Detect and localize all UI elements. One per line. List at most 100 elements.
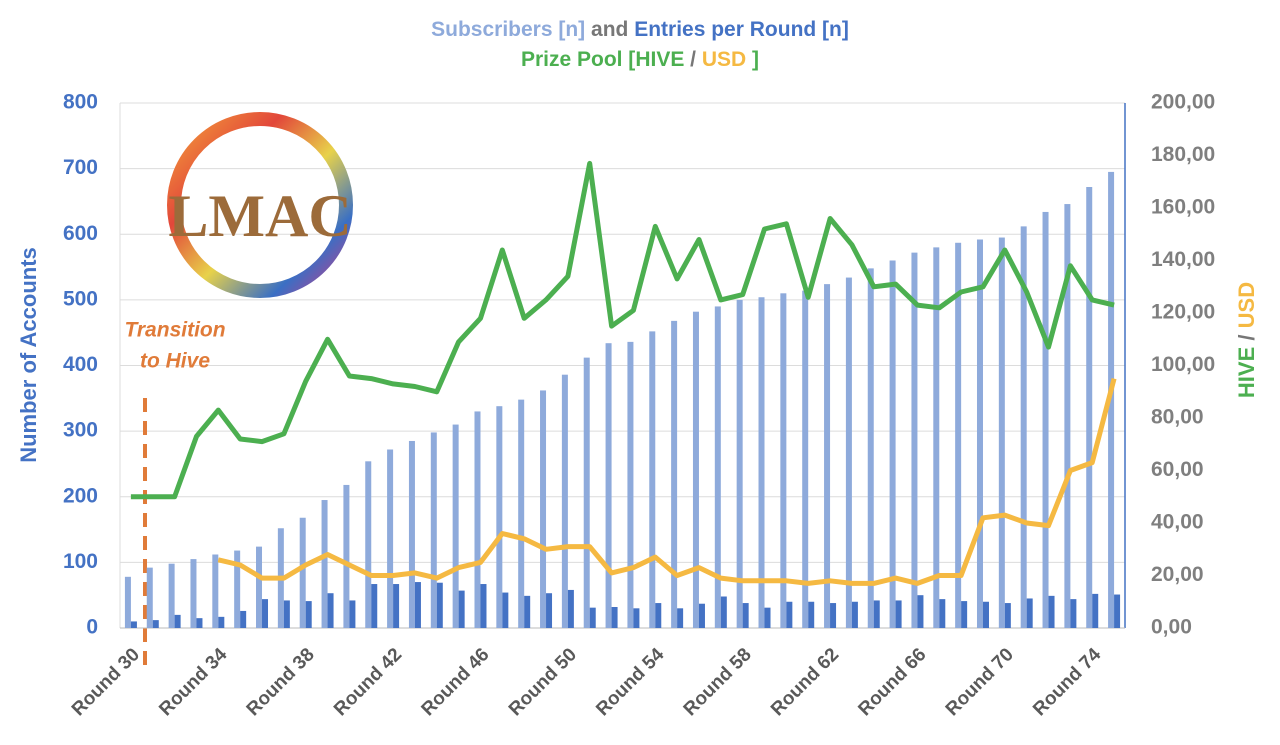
bar: [1026, 598, 1033, 628]
axis-label-part: USD: [1234, 282, 1259, 328]
y2-tick-label: 140,00: [1151, 248, 1215, 271]
bar: [911, 252, 918, 628]
bar: [961, 601, 968, 628]
axis-label-part: HIVE: [1234, 347, 1259, 398]
bar: [611, 607, 618, 628]
line: [130, 160, 1115, 500]
axis-label-part: /: [1234, 334, 1259, 340]
bar: [867, 268, 874, 628]
bar: [408, 440, 415, 628]
bar: [917, 595, 924, 628]
bar: [589, 607, 596, 628]
y2-tick-label: 100,00: [1151, 353, 1215, 376]
x-tick-label: Round 58: [680, 644, 756, 720]
line: [217, 377, 1117, 586]
title-part: USD: [702, 48, 746, 71]
bar: [387, 449, 394, 628]
y-axis-label: Number of Accounts: [16, 247, 41, 463]
bar: [976, 239, 983, 628]
bar: [283, 600, 290, 628]
bar: [933, 247, 940, 628]
chart-subtitle: Prize Pool [HIVE / USD ]: [521, 48, 759, 71]
bar: [262, 599, 269, 628]
bar: [474, 411, 481, 628]
y2-tick-label: 120,00: [1151, 301, 1215, 324]
logo-text: LMAC: [168, 183, 351, 249]
y2-tick-label: 40,00: [1151, 511, 1204, 534]
bar: [1064, 204, 1071, 628]
bar: [742, 603, 749, 628]
x-tick-label: Round 34: [155, 644, 231, 720]
x-tick-label: Round 50: [505, 644, 581, 720]
logo-ring: [167, 112, 353, 298]
bar: [786, 601, 793, 628]
x-tick-label: Round 30: [68, 644, 144, 720]
bar: [605, 343, 612, 628]
bar: [349, 600, 356, 628]
x-tick-label: Round 70: [942, 644, 1018, 720]
y-tick-label: 100: [63, 550, 98, 573]
bar: [939, 599, 946, 628]
bar: [480, 584, 487, 628]
title-part: HIVE: [635, 48, 684, 71]
annotation: Transition: [124, 319, 225, 342]
bar: [567, 589, 574, 628]
y-tick-label: 500: [63, 287, 98, 310]
bar: [677, 608, 684, 628]
bar: [1048, 595, 1055, 628]
bar: [518, 399, 525, 628]
bar: [758, 297, 765, 628]
bar: [130, 621, 137, 628]
bar: [546, 593, 553, 628]
x-tick-label: Round 46: [418, 644, 494, 720]
bar: [256, 546, 263, 628]
x-tick-label: Round 54: [592, 644, 668, 720]
bar: [627, 341, 634, 628]
bar: [365, 461, 372, 628]
bar: [851, 601, 858, 628]
bar: [780, 293, 787, 628]
y-tick-label: 700: [63, 156, 98, 179]
y-tick-label: 200: [63, 484, 98, 507]
chart-title: Subscribers [n] and Entries per Round [n…: [431, 18, 849, 41]
bar: [714, 306, 721, 628]
bar: [583, 357, 590, 628]
logo: LMAC: [167, 112, 353, 298]
y-tick-label: 600: [63, 222, 98, 245]
bar: [212, 554, 219, 628]
bar: [889, 260, 896, 628]
bar: [327, 593, 334, 628]
bar: [1092, 593, 1099, 628]
bar: [698, 603, 705, 628]
bar: [830, 603, 837, 628]
bar: [808, 601, 815, 628]
bar: [234, 550, 241, 628]
bar: [649, 331, 656, 628]
x-tick-label: Round 66: [854, 644, 930, 720]
title-part: ]: [752, 48, 759, 71]
y2-tick-label: 180,00: [1151, 143, 1215, 166]
bar: [633, 608, 640, 628]
bar: [124, 576, 131, 628]
bar: [982, 601, 989, 628]
bar: [1114, 594, 1121, 628]
bar: [1070, 599, 1077, 628]
y-tick-label: 0: [86, 616, 98, 639]
bar: [458, 590, 465, 628]
bar: [692, 311, 699, 628]
bar: [845, 277, 852, 628]
title-part: Subscribers [n]: [431, 18, 585, 41]
y2-tick-label: 20,00: [1151, 563, 1204, 586]
grid: [119, 102, 1125, 629]
bar: [895, 600, 902, 628]
y-tick-label: 400: [63, 353, 98, 376]
x-tick-label: Round 62: [767, 644, 843, 720]
y-tick-label: 300: [63, 419, 98, 442]
bar: [414, 582, 421, 628]
bar: [299, 517, 306, 628]
bar: [561, 374, 568, 628]
title-part: Entries per Round [n]: [634, 18, 849, 41]
bar: [152, 620, 159, 628]
bar: [955, 242, 962, 628]
